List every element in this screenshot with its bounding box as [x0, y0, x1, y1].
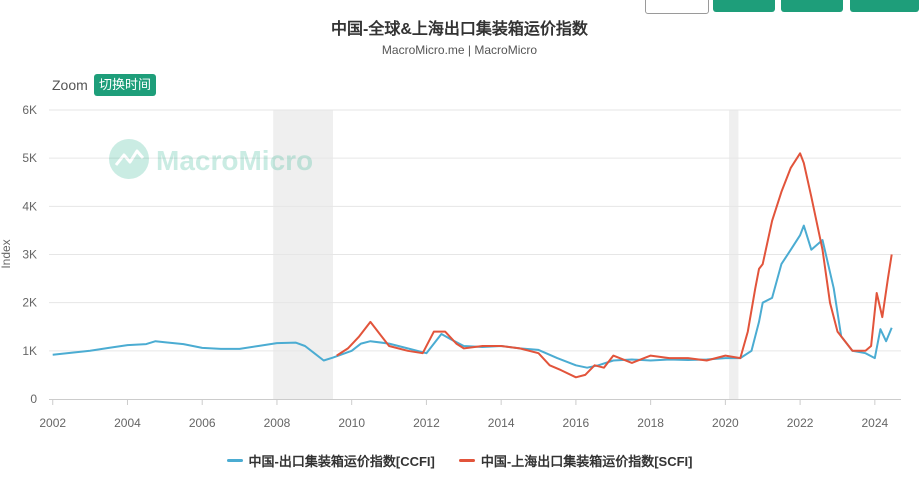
y-tick-label: 5K — [22, 151, 37, 165]
x-tick-label: 2022 — [787, 416, 814, 430]
y-tick-label: 4K — [22, 199, 37, 213]
y-tick-label: 3K — [22, 248, 37, 262]
toolbar-button-2[interactable] — [713, 0, 775, 12]
watermark: MacroMicro — [109, 139, 313, 179]
legend: 中国-出口集装箱运价指数[CCFI] 中国-上海出口集装箱运价指数[SCFI] — [0, 451, 919, 470]
chart-title: 中国-全球&上海出口集装箱运价指数 — [331, 21, 588, 38]
y-tick-label: 6K — [22, 103, 37, 117]
x-tick-label: 2016 — [563, 416, 590, 430]
series-lines — [52, 152, 893, 379]
x-tick-label: 2012 — [413, 416, 440, 430]
toolbar-button-4[interactable] — [850, 0, 919, 12]
zoom-label: Zoom — [52, 77, 88, 93]
legend-label-scfi: 中国-上海出口集装箱运价指数[SCFI] — [480, 454, 693, 469]
toolbar-button-3[interactable] — [781, 0, 843, 12]
legend-label-ccfi: 中国-出口集装箱运价指数[CCFI] — [248, 454, 435, 469]
x-tick-label: 2024 — [861, 416, 888, 430]
zoom-time-button[interactable]: 切换时间 — [94, 74, 157, 96]
x-tick-label: 2020 — [712, 416, 739, 430]
legend-item-scfi[interactable]: 中国-上海出口集装箱运价指数[SCFI] — [458, 451, 693, 470]
toolbar-button-1[interactable] — [645, 0, 709, 14]
y-axis-label: Index — [0, 239, 13, 268]
grid-lines — [49, 109, 901, 352]
x-tick-label: 2010 — [338, 416, 365, 430]
y-tick-label: 2K — [22, 296, 37, 310]
legend-swatch-scfi — [458, 459, 475, 462]
x-tick-label: 2002 — [39, 416, 66, 430]
chart-subtitle: MacroMicro.me | MacroMicro — [381, 43, 538, 57]
x-tick-label: 2008 — [264, 416, 291, 430]
y-axis-ticks: 0 1K 2K 3K 4K 5K 6K — [22, 103, 37, 406]
watermark-text: MacroMicro — [156, 145, 313, 176]
x-tick-label: 2006 — [189, 416, 216, 430]
legend-item-ccfi[interactable]: 中国-出口集装箱运价指数[CCFI] — [226, 451, 435, 470]
watermark-logo-icon — [109, 139, 149, 179]
y-tick-label: 1K — [22, 344, 37, 358]
legend-swatch-ccfi — [226, 459, 243, 462]
x-tick-label: 2014 — [488, 416, 515, 430]
x-tick-label: 2004 — [114, 416, 141, 430]
y-tick-label: 0 — [30, 392, 37, 406]
x-tick-label: 2018 — [637, 416, 664, 430]
series-line-scfi — [336, 152, 893, 379]
x-axis-ticks: 2002 2004 2006 2008 2010 2012 2014 2016 2018 2020… — [39, 399, 889, 430]
series-line-ccfi — [52, 224, 893, 369]
